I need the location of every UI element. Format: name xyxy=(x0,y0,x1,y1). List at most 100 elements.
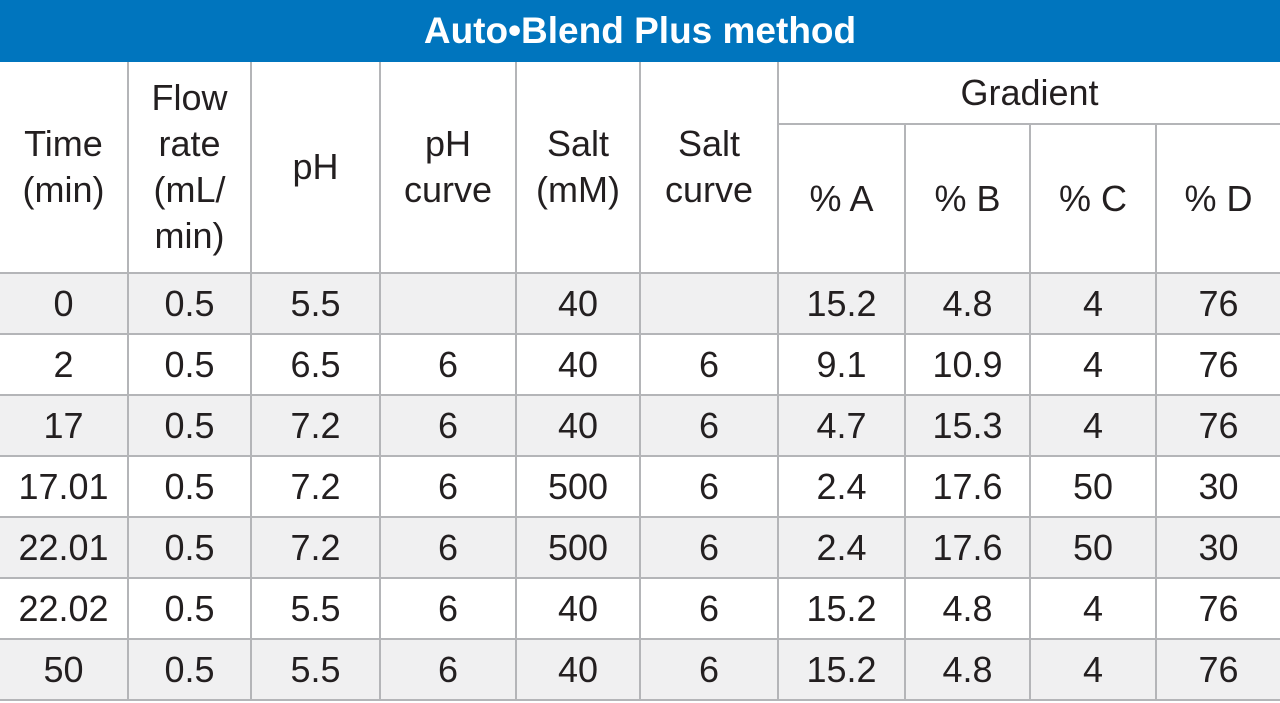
cell-ph: 6.5 xyxy=(250,333,381,396)
cell-pct-a: 9.1 xyxy=(777,333,906,396)
table-row: 22.02 0.5 5.5 6 40 6 15.2 4.8 4 76 xyxy=(0,577,1280,640)
cell-pct-d: 76 xyxy=(1154,272,1280,335)
cell-flow-rate: 0.5 xyxy=(127,394,252,457)
table-row: 0 0.5 5.5 40 15.2 4.8 4 76 xyxy=(0,272,1280,335)
header-ph-curve: pH curve xyxy=(379,62,517,274)
cell-pct-c: 4 xyxy=(1029,638,1157,701)
cell-pct-b: 17.6 xyxy=(904,516,1031,579)
cell-pct-a: 4.7 xyxy=(777,394,906,457)
cell-pct-b: 10.9 xyxy=(904,333,1031,396)
cell-time: 0 xyxy=(0,272,129,335)
cell-salt-curve: 6 xyxy=(639,638,779,701)
cell-pct-a: 15.2 xyxy=(777,577,906,640)
cell-pct-c: 50 xyxy=(1029,516,1157,579)
cell-flow-rate: 0.5 xyxy=(127,516,252,579)
table-row: 17 0.5 7.2 6 40 6 4.7 15.3 4 76 xyxy=(0,394,1280,457)
cell-ph-curve xyxy=(379,272,517,335)
table-body: 0 0.5 5.5 40 15.2 4.8 4 76 2 0.5 6.5 6 40 6 9.1 10.9 4 76… xyxy=(0,272,1280,701)
cell-flow-rate: 0.5 xyxy=(127,455,252,518)
cell-pct-c: 4 xyxy=(1029,272,1157,335)
method-table: Time (min) Flow rate (mL/ min) pH pH cur… xyxy=(0,62,1280,701)
cell-pct-d: 76 xyxy=(1154,394,1280,457)
table-row: 17.01 0.5 7.2 6 500 6 2.4 17.6 50 30 xyxy=(0,455,1280,518)
cell-time: 50 xyxy=(0,638,129,701)
header-salt: Salt (mM) xyxy=(515,62,641,274)
cell-time: 17 xyxy=(0,394,129,457)
header-ph: pH xyxy=(250,62,381,274)
cell-flow-rate: 0.5 xyxy=(127,272,252,335)
header-salt-curve-line: curve xyxy=(664,169,754,210)
cell-time: 2 xyxy=(0,333,129,396)
header-flow-rate-line: rate xyxy=(158,123,221,164)
cell-salt-curve xyxy=(639,272,779,335)
cell-ph-curve: 6 xyxy=(379,455,517,518)
cell-ph: 5.5 xyxy=(250,638,381,701)
cell-pct-d: 76 xyxy=(1154,638,1280,701)
cell-pct-a: 2.4 xyxy=(777,516,906,579)
cell-pct-b: 4.8 xyxy=(904,577,1031,640)
cell-pct-b: 17.6 xyxy=(904,455,1031,518)
cell-time: 22.01 xyxy=(0,516,129,579)
cell-pct-a: 2.4 xyxy=(777,455,906,518)
cell-pct-c: 4 xyxy=(1029,394,1157,457)
cell-salt: 40 xyxy=(515,577,641,640)
cell-ph-curve: 6 xyxy=(379,333,517,396)
header-time: Time (min) xyxy=(0,62,129,274)
header-salt-curve: Salt curve xyxy=(639,62,779,274)
cell-pct-c: 4 xyxy=(1029,577,1157,640)
cell-pct-d: 30 xyxy=(1154,516,1280,579)
cell-ph-curve: 6 xyxy=(379,577,517,640)
cell-pct-b: 4.8 xyxy=(904,272,1031,335)
header-flow-rate-line: min) xyxy=(154,215,225,256)
cell-salt-curve: 6 xyxy=(639,455,779,518)
header-flow-rate-line: (mL/ xyxy=(153,169,226,210)
cell-ph-curve: 6 xyxy=(379,638,517,701)
cell-ph: 7.2 xyxy=(250,455,381,518)
table-row: 2 0.5 6.5 6 40 6 9.1 10.9 4 76 xyxy=(0,333,1280,396)
cell-salt: 500 xyxy=(515,516,641,579)
header-time-line: (min) xyxy=(22,169,105,210)
header-ph-curve-line: pH xyxy=(424,123,472,164)
table-title: Auto•Blend Plus method xyxy=(0,0,1280,62)
cell-salt-curve: 6 xyxy=(639,394,779,457)
header-flow-rate-line: Flow xyxy=(151,77,228,118)
header-pct-d: % D xyxy=(1154,123,1280,274)
cell-pct-a: 15.2 xyxy=(777,272,906,335)
cell-pct-c: 50 xyxy=(1029,455,1157,518)
header-ph-line: pH xyxy=(292,146,339,187)
cell-ph: 5.5 xyxy=(250,272,381,335)
header-salt-line: Salt xyxy=(546,123,610,164)
cell-salt-curve: 6 xyxy=(639,577,779,640)
cell-ph: 7.2 xyxy=(250,516,381,579)
header-salt-line: (mM) xyxy=(536,169,620,210)
cell-flow-rate: 0.5 xyxy=(127,333,252,396)
header-pct-b: % B xyxy=(904,123,1031,274)
cell-time: 17.01 xyxy=(0,455,129,518)
cell-ph-curve: 6 xyxy=(379,516,517,579)
cell-pct-d: 76 xyxy=(1154,577,1280,640)
cell-pct-a: 15.2 xyxy=(777,638,906,701)
cell-salt: 40 xyxy=(515,333,641,396)
cell-flow-rate: 0.5 xyxy=(127,577,252,640)
cell-salt: 500 xyxy=(515,455,641,518)
cell-pct-d: 76 xyxy=(1154,333,1280,396)
cell-time: 22.02 xyxy=(0,577,129,640)
header-pct-c: % C xyxy=(1029,123,1157,274)
cell-pct-b: 4.8 xyxy=(904,638,1031,701)
cell-pct-b: 15.3 xyxy=(904,394,1031,457)
header-pct-a: % A xyxy=(778,123,906,274)
header-ph-curve-line: curve xyxy=(403,169,493,210)
table-row: 22.01 0.5 7.2 6 500 6 2.4 17.6 50 30 xyxy=(0,516,1280,579)
header-flow-rate: Flow rate (mL/ min) xyxy=(127,62,252,274)
table-row: 50 0.5 5.5 6 40 6 15.2 4.8 4 76 xyxy=(0,638,1280,701)
cell-salt: 40 xyxy=(515,394,641,457)
header-gradient: Gradient xyxy=(776,62,1280,125)
cell-flow-rate: 0.5 xyxy=(127,638,252,701)
header-time-line: Time xyxy=(24,123,103,164)
cell-pct-c: 4 xyxy=(1029,333,1157,396)
cell-ph: 7.2 xyxy=(250,394,381,457)
header-salt-curve-line: Salt xyxy=(677,123,741,164)
cell-salt-curve: 6 xyxy=(639,333,779,396)
cell-ph: 5.5 xyxy=(250,577,381,640)
cell-salt: 40 xyxy=(515,272,641,335)
